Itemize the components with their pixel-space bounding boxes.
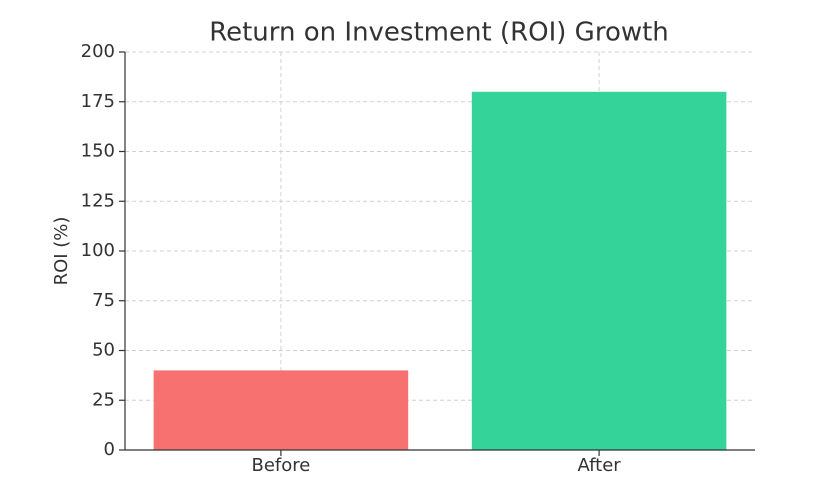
bar [153, 370, 409, 450]
y-tick-label: 75 [92, 290, 115, 311]
x-tick-label: Before [251, 455, 310, 476]
y-tick-label: 150 [81, 141, 115, 162]
y-tick-label: 125 [81, 190, 115, 211]
y-tick-label: 25 [92, 389, 115, 410]
y-tick-label: 100 [81, 240, 115, 261]
x-tick-label: After [577, 455, 621, 476]
chart-title: Return on Investment (ROI) Growth [209, 18, 669, 48]
y-tick-label: 50 [92, 340, 115, 361]
y-tick-label: 175 [81, 91, 115, 112]
y-axis-label: ROI (%) [51, 217, 72, 286]
y-tick-label: 0 [104, 439, 115, 460]
bar [471, 91, 727, 451]
y-tick-label: 200 [81, 41, 115, 62]
